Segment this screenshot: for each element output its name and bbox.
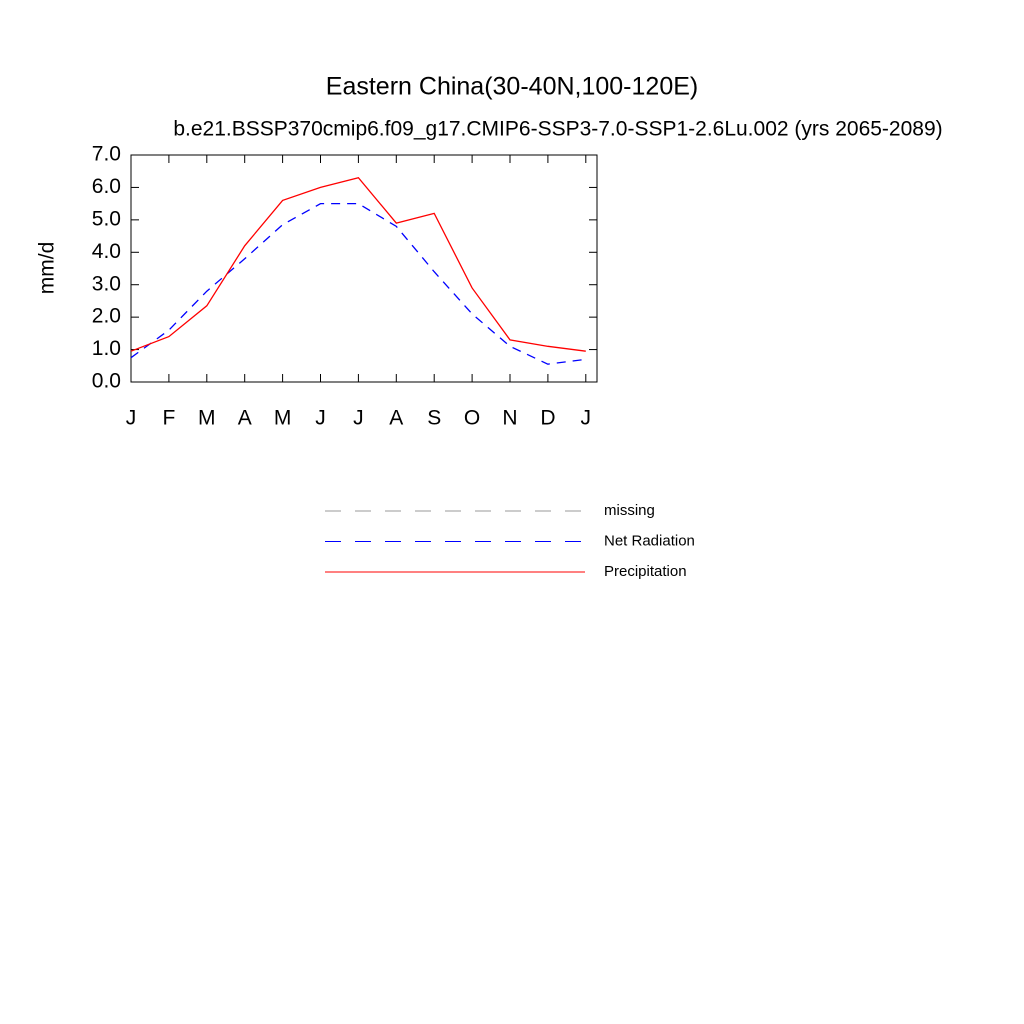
chart-subtitle: b.e21.BSSP370cmip6.f09_g17.CMIP6-SSP3-7.… xyxy=(173,118,942,141)
series-line xyxy=(130,176,586,352)
x-tick-label: J xyxy=(581,407,592,430)
legend-label: Precipitation xyxy=(604,563,687,580)
y-axis-label: mm/d xyxy=(36,242,59,295)
x-tick-label: M xyxy=(198,407,216,430)
x-tick-label: A xyxy=(238,407,252,430)
x-tick-label: F xyxy=(162,407,175,430)
y-tick-label: 2.0 xyxy=(92,305,121,328)
x-tick-label: M xyxy=(274,407,292,430)
legend-label: Net Radiation xyxy=(604,532,695,549)
x-tick-label: J xyxy=(315,407,326,430)
x-tick-label: N xyxy=(502,407,517,430)
y-tick-label: 7.0 xyxy=(92,143,121,166)
legend-label: missing xyxy=(604,502,655,519)
chart-title: Eastern China(30-40N,100-120E) xyxy=(326,73,698,101)
y-tick-label: 6.0 xyxy=(92,175,121,198)
y-tick-label: 0.0 xyxy=(92,370,121,393)
y-tick-label: 5.0 xyxy=(92,207,121,230)
x-tick-label: D xyxy=(540,407,555,430)
y-tick-label: 1.0 xyxy=(92,337,121,360)
series-line xyxy=(130,202,586,365)
x-tick-label: J xyxy=(353,407,364,430)
y-tick-label: 3.0 xyxy=(92,272,121,295)
x-tick-label: J xyxy=(126,407,137,430)
plot-frame xyxy=(130,154,598,383)
x-tick-label: A xyxy=(389,407,403,430)
x-tick-label: S xyxy=(427,407,441,430)
x-tick-label: O xyxy=(464,407,480,430)
y-tick-label: 4.0 xyxy=(92,240,121,263)
